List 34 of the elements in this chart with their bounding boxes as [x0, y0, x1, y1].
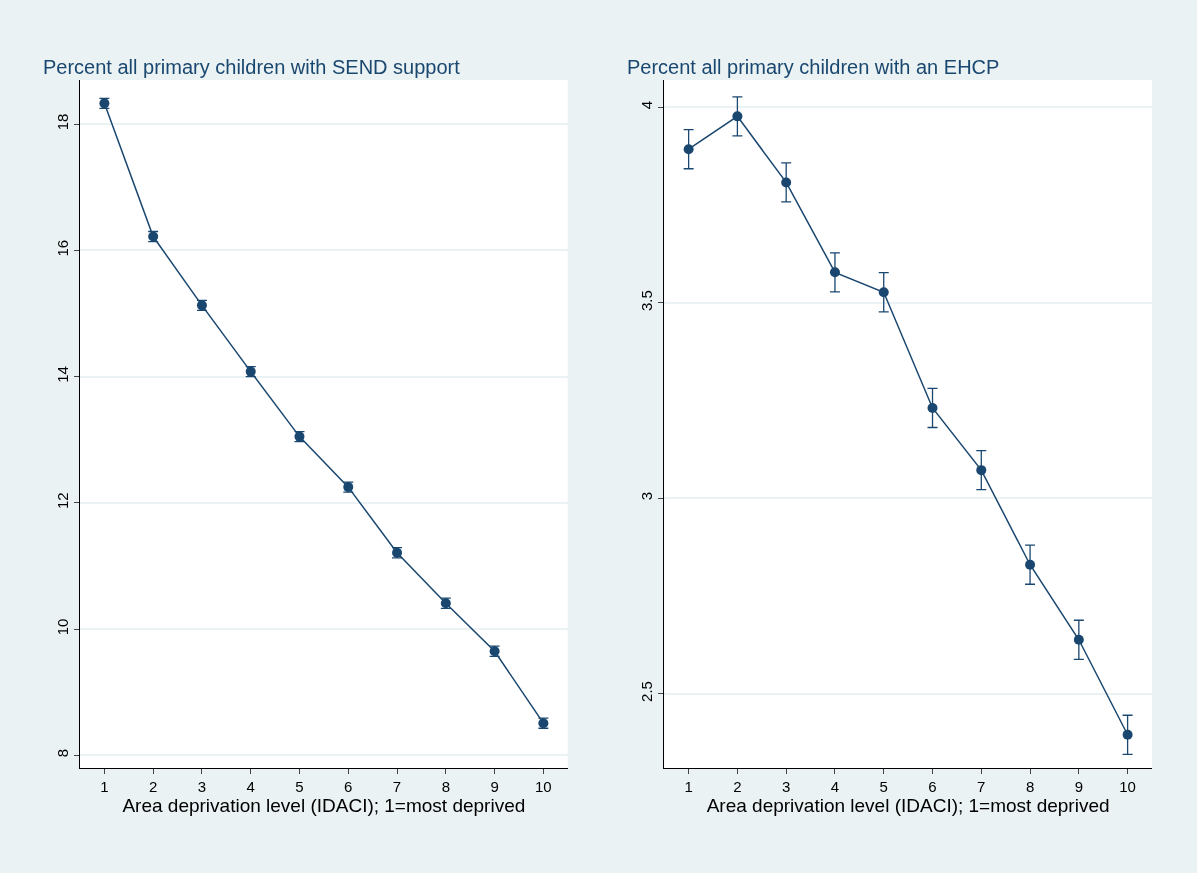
x-tick-label: 7: [392, 778, 402, 795]
y-tick-label: 14: [54, 366, 71, 383]
x-tick-label: 4: [830, 778, 840, 795]
x-axis-title: Area deprivation level (IDACI); 1=most deprived: [706, 795, 1110, 816]
x-tick-label: 10: [535, 778, 552, 795]
x-tick-label: 3: [782, 778, 791, 795]
x-tick-label: 8: [441, 778, 450, 795]
x-tick-label: 8: [1025, 778, 1035, 795]
y-tick-label: 16: [54, 239, 71, 257]
y-tick-label: 2.5: [638, 681, 656, 702]
y-tick-label: 12: [54, 492, 71, 509]
y-tick-label: 8: [54, 748, 71, 758]
y-tick-label: 3.5: [638, 290, 656, 311]
x-tick-label: 2: [148, 778, 158, 795]
x-axis-title: Area deprivation level (IDACI); 1=most deprived: [122, 795, 526, 816]
x-tick-label: 5: [879, 778, 888, 795]
y-tick-label: 18: [54, 113, 71, 131]
x-tick-label: 3: [197, 778, 207, 795]
x-tick-label: 4: [246, 778, 255, 795]
y-tick-label: 10: [54, 618, 71, 636]
x-tick-label: 9: [1074, 778, 1084, 795]
y-tick-label: 4: [638, 100, 656, 110]
x-tick-label: 6: [344, 778, 353, 795]
x-tick-label: 10: [1119, 778, 1136, 795]
chart-title: Percent all primary children with SEND support: [43, 56, 461, 78]
x-tick-label: 1: [684, 778, 693, 795]
x-tick-label: 2: [733, 778, 742, 795]
x-tick-label: 6: [928, 778, 937, 795]
x-tick-label: 7: [977, 778, 986, 795]
x-tick-label: 5: [295, 778, 304, 795]
x-tick-label: 9: [490, 778, 499, 795]
y-tick-label: 3: [638, 491, 656, 501]
x-tick-label: 1: [100, 778, 109, 795]
chart-title: Percent all primary children with an EHCP: [627, 56, 1000, 78]
